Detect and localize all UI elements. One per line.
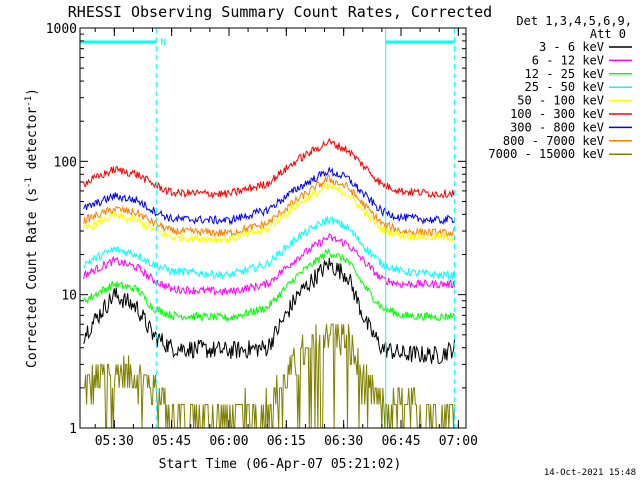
series-line-800-7000-kev xyxy=(83,174,455,239)
y-tick-label: 100 xyxy=(54,155,77,170)
legend-subtitle: Att 0 xyxy=(590,27,626,41)
legend-entry-label: 6 - 12 keV xyxy=(532,53,604,67)
x-tick-label: 05:30 xyxy=(95,434,134,449)
legend-entry-label: 7000 - 15000 keV xyxy=(488,147,604,161)
plot-area: N xyxy=(79,28,456,429)
x-tick-label: 05:45 xyxy=(152,434,191,449)
chart-title: RHESSI Observing Summary Count Rates, Co… xyxy=(68,3,492,21)
y-axis-label: Corrected Count Rate (s-1 detector-1) xyxy=(24,88,40,368)
plot-frame xyxy=(79,27,467,429)
series-line-3-6-kev xyxy=(83,257,455,365)
x-axis-label: Start Time (06-Apr-07 05:21:02) xyxy=(159,457,402,472)
legend-entry-label: 12 - 25 keV xyxy=(525,67,604,81)
legend-entry-label: 3 - 6 keV xyxy=(539,40,604,54)
timestamp: 14-Oct-2021 15:48 xyxy=(544,468,636,478)
x-tick-label: 06:00 xyxy=(209,434,248,449)
legend-entry-label: 50 - 100 keV xyxy=(517,94,604,108)
series-line-50-100-kev xyxy=(83,182,455,245)
y-axis-label-sup2: -1 xyxy=(24,96,34,107)
series-line-300-800-kev xyxy=(83,167,455,226)
night-marker-label: N xyxy=(160,38,165,48)
x-tick-label: 06:15 xyxy=(267,434,306,449)
legend-entry-label: 100 - 300 keV xyxy=(510,107,604,121)
x-tick-label: 06:30 xyxy=(324,434,363,449)
legend-title: Det 1,3,4,5,6,9, xyxy=(516,14,632,28)
series-line-6-12-kev xyxy=(83,233,455,297)
legend-entry-label: 800 - 7000 keV xyxy=(503,134,604,148)
x-tick-label: 07:00 xyxy=(439,434,478,449)
legend-entry-label: 300 - 800 keV xyxy=(510,120,604,134)
y-tick-label: 1 xyxy=(69,422,77,437)
y-tick-label: 1000 xyxy=(46,22,77,37)
series-line-12-25-kev xyxy=(83,247,455,323)
series-line-100-300-kev xyxy=(83,137,455,200)
y-axis-label-sup1: -1 xyxy=(24,177,34,188)
y-axis-label-part1: Corrected Count Rate (s xyxy=(25,188,40,368)
x-tick-label: 06:45 xyxy=(381,434,420,449)
y-axis-label-part2: detector xyxy=(25,107,40,178)
axes: 05:30 05:45 06:00 06:15 06:30 06:45 07:00 1 10 10… xyxy=(46,22,478,449)
legend-entry-label: 25 - 50 keV xyxy=(525,80,604,94)
y-tick-label: 10 xyxy=(61,289,77,304)
y-axis-label-part3: ) xyxy=(25,88,40,96)
series-line-25-50-kev xyxy=(83,216,455,282)
